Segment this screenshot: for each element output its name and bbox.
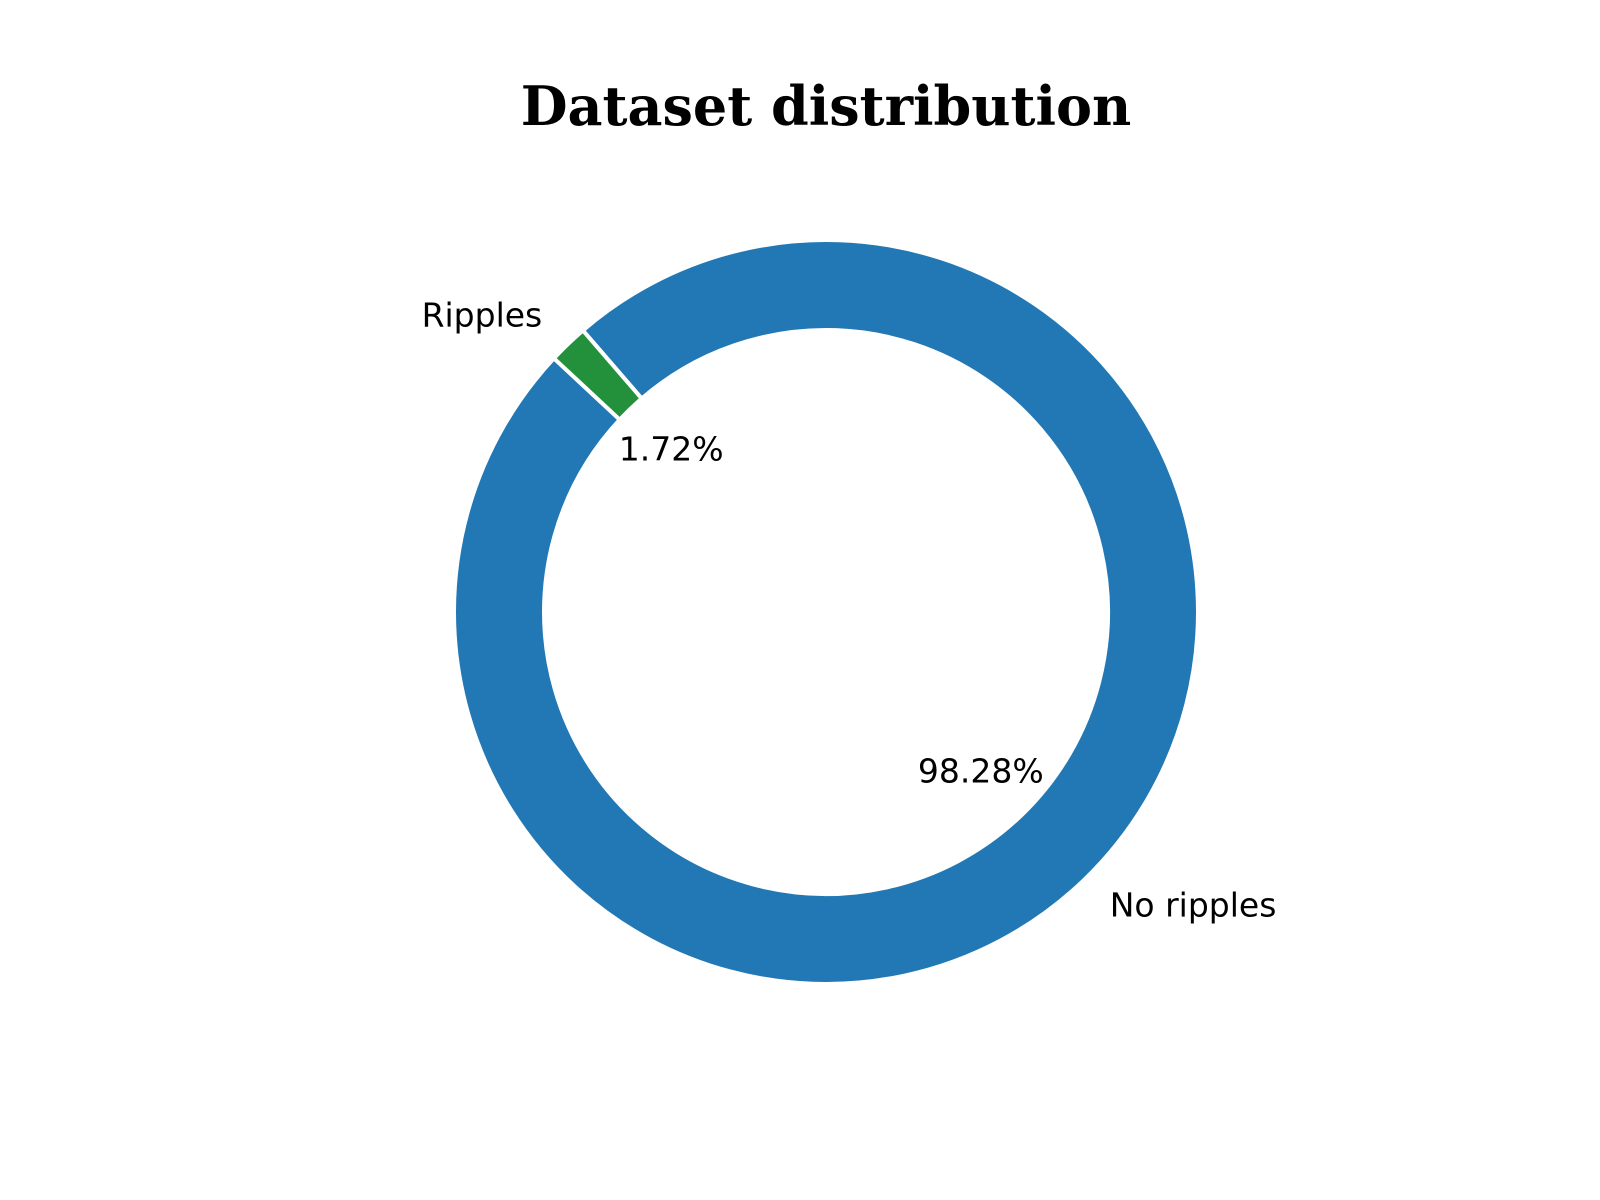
labels-group: No ripples 98.28% Ripples 1.72% (422, 296, 1277, 925)
pct-label-ripples: 1.72% (619, 430, 724, 469)
chart-title: Dataset distribution (521, 74, 1132, 138)
slice-ripples (551, 328, 644, 422)
label-no-ripples: No ripples (1110, 885, 1277, 924)
label-ripples: Ripples (422, 296, 543, 335)
slice-no-ripples (452, 238, 1200, 986)
slices-group (452, 238, 1200, 986)
pct-label-no-ripples: 98.28% (918, 751, 1044, 790)
